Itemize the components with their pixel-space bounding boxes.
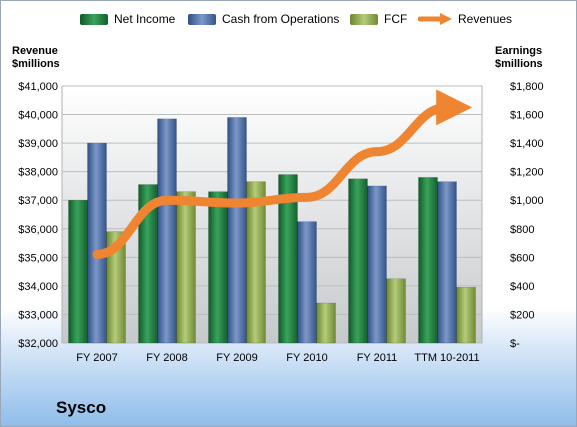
- left-tick-label: $32,000: [18, 338, 58, 350]
- cash-from-operations-bar: [87, 142, 107, 344]
- left-tick-label: $34,000: [18, 281, 58, 293]
- fcf-bar: [316, 302, 336, 344]
- left-tick-label: $35,000: [18, 252, 58, 264]
- legend-label: Net Income: [114, 12, 176, 26]
- fcf-bar: [246, 181, 266, 344]
- category-label: FY 2008: [146, 352, 187, 364]
- fcf-bar: [176, 191, 196, 344]
- company-name: Sysco: [56, 398, 107, 417]
- category-label: TTM 10-2011: [414, 352, 479, 364]
- legend-item-revenues: Revenues: [418, 12, 512, 26]
- right-tick-label: $-: [510, 338, 520, 350]
- category-labels: FY 2007 FY 2008 FY 2009 FY 2010 FY 2011 TTM 1…: [76, 352, 479, 364]
- left-tick-label: $40,000: [18, 110, 58, 122]
- revenues-line: [92, 89, 473, 259]
- fcf-bar: [106, 231, 126, 344]
- left-axis-title: Revenue $millions: [12, 45, 60, 71]
- legend-item-cash-from-operations: Cash from Operations: [188, 12, 339, 26]
- fcf-bar: [386, 278, 406, 344]
- right-axis-title-line1: Earnings: [495, 45, 543, 57]
- right-tick-label: $1,600: [510, 110, 544, 122]
- right-tick-label: $600: [510, 252, 534, 264]
- legend-label: Revenues: [458, 12, 513, 26]
- left-tick-label: $33,000: [18, 309, 58, 321]
- right-tick-label: $1,200: [510, 167, 544, 179]
- left-tick-label: $41,000: [18, 81, 58, 93]
- net-income-bar: [208, 191, 228, 344]
- cash-from-operations-bar: [157, 118, 177, 344]
- category-label: FY 2007: [76, 352, 117, 364]
- legend-label: Cash from Operations: [222, 12, 340, 26]
- legend-label: FCF: [384, 12, 408, 26]
- left-axis-title-line1: Revenue: [12, 45, 58, 57]
- right-tick-label: $1,000: [510, 195, 544, 207]
- right-tick-label: $800: [510, 224, 534, 236]
- left-axis-title-line2: $millions: [12, 58, 60, 70]
- cash-from-operations-bar: [297, 221, 317, 344]
- left-tick-label: $36,000: [18, 224, 58, 236]
- category-label: FY 2010: [286, 352, 327, 364]
- fcf-bar: [456, 287, 476, 344]
- right-tick-label: $1,800: [510, 81, 544, 93]
- legend: Net Income Cash from Operations FCF Reve…: [0, 12, 577, 32]
- left-axis-ticks: $32,000 $33,000 $34,000 $35,000 $36,000 $37,0…: [18, 81, 58, 350]
- net-income-bar: [418, 177, 438, 344]
- left-tick-label: $38,000: [18, 167, 58, 179]
- fcf-swatch: [350, 13, 378, 25]
- right-tick-label: $200: [510, 309, 534, 321]
- category-label: FY 2009: [216, 352, 257, 364]
- cash-from-operations-bar: [367, 185, 387, 344]
- net-income-bar: [348, 178, 368, 344]
- revenues-arrow-icon: [418, 13, 452, 25]
- cash-from-operations-bar: [227, 117, 247, 344]
- bar-series: [68, 117, 476, 344]
- left-tick-label: $37,000: [18, 195, 58, 207]
- cfo-swatch: [188, 13, 216, 25]
- right-axis-title: Earnings $millions: [495, 45, 543, 71]
- right-tick-label: $1,400: [510, 138, 544, 150]
- net-income-swatch: [80, 13, 108, 25]
- legend-item-net-income: Net Income: [80, 12, 175, 26]
- right-tick-label: $400: [510, 281, 534, 293]
- net-income-bar: [68, 199, 88, 344]
- left-tick-label: $39,000: [18, 138, 58, 150]
- right-axis-title-line2: $millions: [495, 58, 543, 70]
- category-label: FY 2011: [357, 352, 398, 364]
- legend-item-fcf: FCF: [350, 12, 407, 26]
- cash-from-operations-bar: [437, 181, 457, 344]
- right-axis-ticks: $- $200 $400 $600 $800 $1,000 $1,200 $1,400 $1,6…: [510, 81, 544, 350]
